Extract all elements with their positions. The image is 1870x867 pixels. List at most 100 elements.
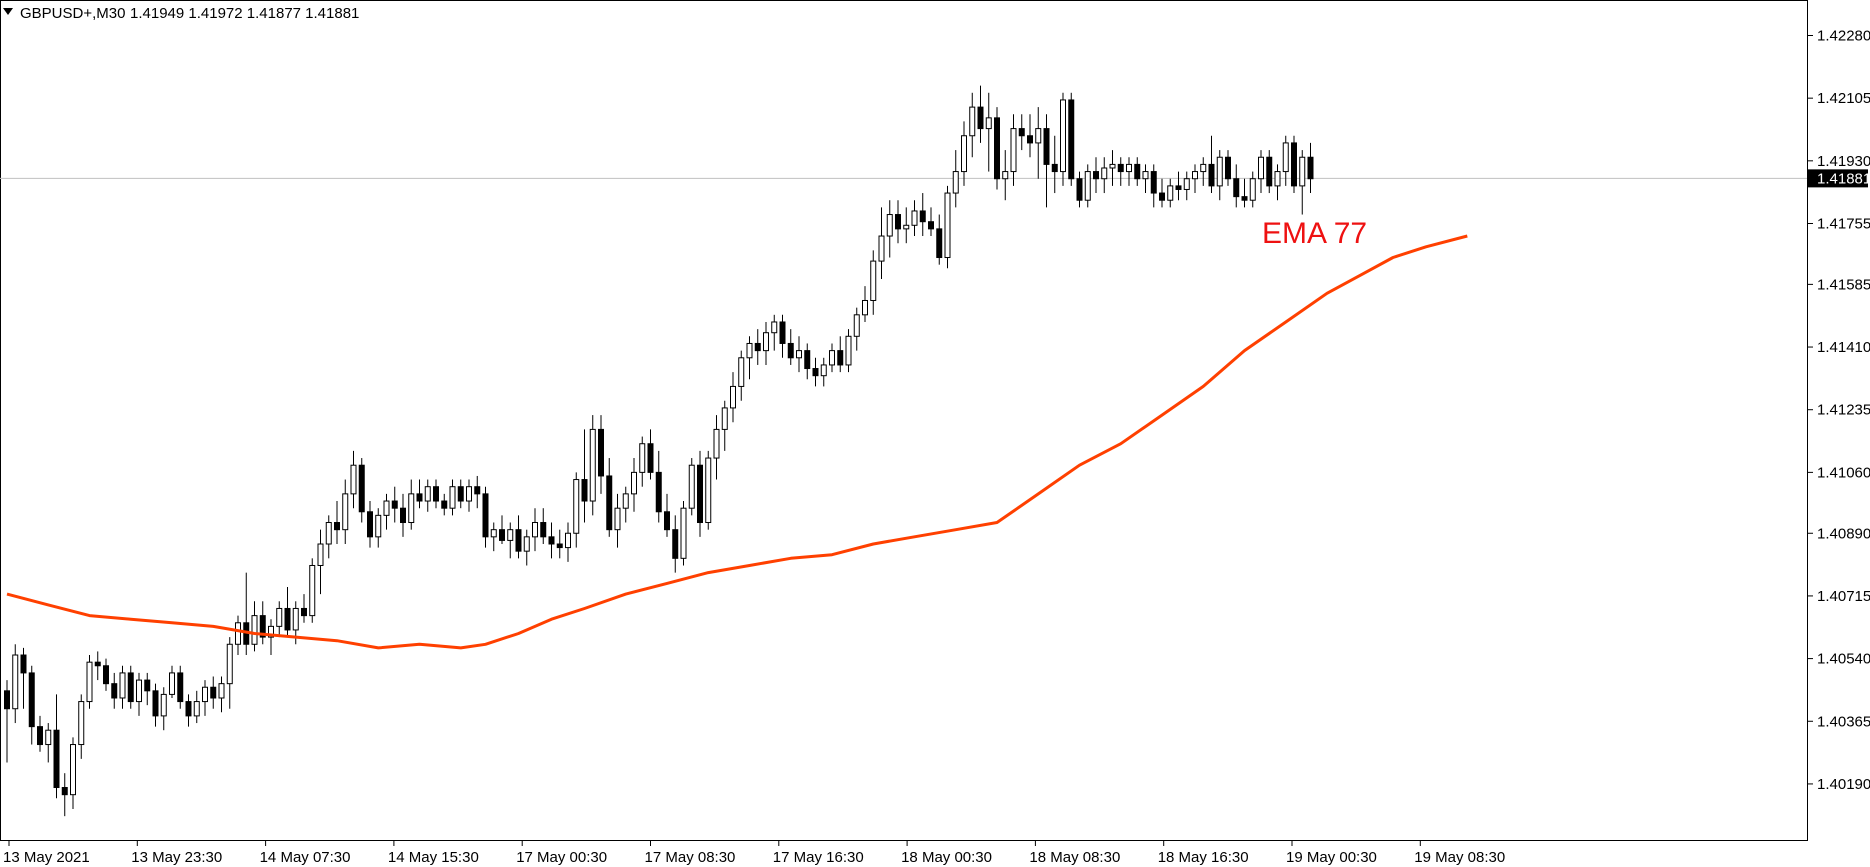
candle xyxy=(202,680,208,716)
candle-body-bear xyxy=(127,672,134,703)
candle-body-bear xyxy=(94,661,101,667)
candle xyxy=(713,415,720,480)
candle-body-bear xyxy=(1117,163,1124,173)
candle xyxy=(1216,150,1223,201)
candle-body-bull xyxy=(350,464,357,495)
candle xyxy=(1060,92,1066,186)
candle xyxy=(928,207,934,237)
candle xyxy=(614,493,621,548)
candle xyxy=(581,429,588,523)
candle xyxy=(1142,164,1149,194)
plot-frame xyxy=(0,0,1808,841)
candle-body-bull xyxy=(730,385,736,409)
dropdown-triangle-icon[interactable] xyxy=(3,8,13,15)
candle-body-bear xyxy=(779,321,786,344)
candle xyxy=(325,515,332,559)
y-tick-label: 1.40365 xyxy=(1817,713,1870,730)
candle-body-bull xyxy=(763,332,769,352)
candle xyxy=(507,522,514,559)
candle-body-bear xyxy=(53,729,60,789)
candle-body-bear xyxy=(606,475,613,531)
candle xyxy=(1068,92,1075,186)
candle-body-bear xyxy=(284,607,291,631)
candle xyxy=(639,436,646,487)
candle-body-bear xyxy=(4,690,10,710)
candle xyxy=(936,214,943,265)
candle-body-bull xyxy=(309,564,316,617)
candle-body-bull xyxy=(317,543,324,566)
candle-body-bull xyxy=(235,622,241,645)
candle xyxy=(1043,114,1050,208)
candle xyxy=(647,429,654,480)
candle xyxy=(226,637,233,709)
candle-body-bull xyxy=(771,321,778,334)
candle-body-bear xyxy=(556,543,563,549)
candle xyxy=(218,676,225,713)
candle xyxy=(1282,135,1289,186)
candle xyxy=(1225,150,1231,186)
candle xyxy=(1084,164,1091,208)
candle xyxy=(119,665,126,709)
candle xyxy=(556,529,563,559)
candle-body-bull xyxy=(1109,163,1116,169)
candle-body-bull xyxy=(226,643,233,685)
candle-body-bull xyxy=(193,701,200,717)
candle-body-bull xyxy=(202,686,208,703)
candle xyxy=(1258,150,1264,194)
candle xyxy=(482,486,489,548)
candle-body-bull xyxy=(845,335,852,366)
candle xyxy=(28,665,35,745)
candle-body-bull xyxy=(961,135,967,173)
candle-body-bull xyxy=(969,106,976,137)
candle xyxy=(664,493,670,537)
candle xyxy=(705,450,712,530)
candle xyxy=(350,450,357,509)
candle xyxy=(86,655,93,709)
candle xyxy=(721,400,728,451)
y-tick-label: 1.41060 xyxy=(1817,464,1870,481)
candle-body-bull xyxy=(251,615,258,645)
candle-body-bear xyxy=(152,690,159,717)
candle xyxy=(1002,150,1009,201)
candle-body-bull xyxy=(1249,178,1256,201)
candle xyxy=(754,329,761,365)
candle-body-bull xyxy=(903,224,910,230)
candle xyxy=(573,472,580,548)
candle xyxy=(1241,178,1248,208)
candle xyxy=(952,150,959,208)
candle xyxy=(127,665,134,709)
candle-body-bear xyxy=(433,486,439,502)
candle xyxy=(944,185,951,269)
candle xyxy=(111,672,118,709)
candle xyxy=(499,515,505,544)
candle-body-bull xyxy=(721,407,728,430)
candle xyxy=(375,508,382,548)
candle xyxy=(210,676,217,709)
candle xyxy=(515,515,522,559)
candle xyxy=(20,647,27,709)
x-tick-label: 19 May 08:30 xyxy=(1414,849,1505,866)
candle-body-bull xyxy=(375,514,382,538)
candle-body-bear xyxy=(1018,128,1025,137)
candle-body-bear xyxy=(144,679,151,692)
candle xyxy=(1076,171,1083,208)
candle-body-bull xyxy=(886,214,893,237)
candle xyxy=(144,672,151,706)
candle-body-bull xyxy=(639,443,646,473)
y-tick-label: 1.42105 xyxy=(1817,90,1870,107)
candle xyxy=(284,586,291,638)
candle-body-bear xyxy=(1051,163,1058,173)
candle xyxy=(441,493,448,516)
candle xyxy=(358,458,365,523)
x-tick-label: 14 May 15:30 xyxy=(388,849,479,866)
candle-body-bear xyxy=(1266,156,1273,187)
candle-body-bear xyxy=(1043,128,1050,165)
candle xyxy=(523,529,530,566)
candle xyxy=(301,594,307,623)
candle xyxy=(771,314,778,351)
candle-body-bull xyxy=(1299,156,1306,187)
candle-body-bear xyxy=(416,493,423,502)
candle xyxy=(738,350,745,401)
candle-body-bear xyxy=(515,529,522,552)
candle-body-bull xyxy=(136,679,142,703)
